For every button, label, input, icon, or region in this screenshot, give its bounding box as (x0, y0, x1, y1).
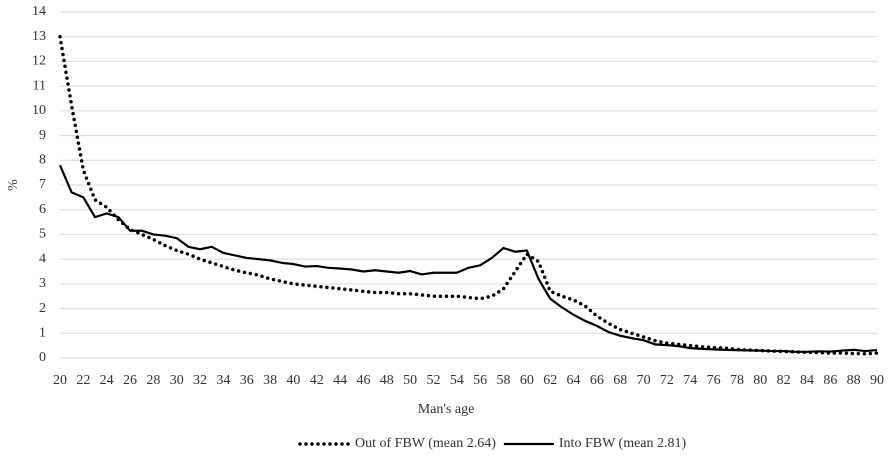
x-tick-label: 38 (263, 373, 277, 388)
x-tick-label: 42 (310, 373, 324, 388)
legend-label: Into FBW (mean 2.81) (559, 436, 687, 451)
y-tick-label: 2 (39, 301, 46, 316)
y-tick-label: 6 (39, 202, 46, 217)
x-tick-label: 54 (450, 373, 464, 388)
y-tick-label: 1 (39, 326, 46, 341)
x-tick-label: 66 (590, 373, 604, 388)
x-tick-label: 48 (380, 373, 394, 388)
y-tick-label: 13 (32, 29, 46, 44)
x-tick-label: 90 (870, 373, 884, 388)
y-axis-title: % (6, 179, 21, 191)
x-tick-label: 80 (753, 373, 767, 388)
x-tick-label: 32 (193, 373, 207, 388)
x-tick-label: 30 (170, 373, 184, 388)
x-tick-label: 88 (847, 373, 861, 388)
x-tick-label: 82 (777, 373, 791, 388)
y-tick-label: 12 (32, 54, 46, 69)
x-tick-label: 50 (403, 373, 417, 388)
x-tick-label: 36 (240, 373, 254, 388)
x-tick-label: 40 (286, 373, 300, 388)
x-tick-label: 52 (426, 373, 440, 388)
legend-label: Out of FBW (mean 2.64) (355, 436, 496, 451)
y-tick-label: 3 (39, 276, 46, 291)
x-tick-label: 60 (520, 373, 534, 388)
x-tick-label: 58 (497, 373, 511, 388)
x-tick-label: 74 (683, 373, 697, 388)
x-tick-label: 26 (123, 373, 137, 388)
y-tick-label: 14 (32, 4, 46, 19)
x-tick-label: 20 (53, 373, 67, 388)
y-tick-label: 9 (39, 128, 46, 143)
series-line (58, 164, 878, 353)
x-tick-label: 44 (333, 373, 347, 388)
series-line (58, 34, 879, 356)
x-tick-label: 84 (800, 373, 814, 388)
x-tick-label: 86 (823, 373, 837, 388)
y-tick-label: 0 (39, 350, 46, 365)
x-tick-label: 56 (473, 373, 487, 388)
x-tick-label: 34 (216, 373, 230, 388)
y-tick-label: 4 (39, 251, 46, 266)
x-tick-label: 78 (730, 373, 744, 388)
y-tick-label: 10 (32, 103, 46, 118)
x-tick-label: 72 (660, 373, 674, 388)
x-tick-label: 22 (76, 373, 90, 388)
x-tick-label: 24 (100, 373, 114, 388)
x-tick-label: 76 (707, 373, 721, 388)
x-tick-label: 70 (637, 373, 651, 388)
x-tick-label: 64 (567, 373, 581, 388)
x-tick-label: 46 (356, 373, 370, 388)
y-tick-label: 8 (39, 153, 46, 168)
y-tick-label: 5 (39, 227, 46, 242)
x-tick-label: 62 (543, 373, 557, 388)
y-tick-label: 11 (33, 78, 46, 93)
x-tick-label: 68 (613, 373, 627, 388)
x-axis-title: Man's age (418, 402, 475, 417)
x-tick-label: 28 (146, 373, 160, 388)
y-tick-label: 7 (39, 177, 46, 192)
